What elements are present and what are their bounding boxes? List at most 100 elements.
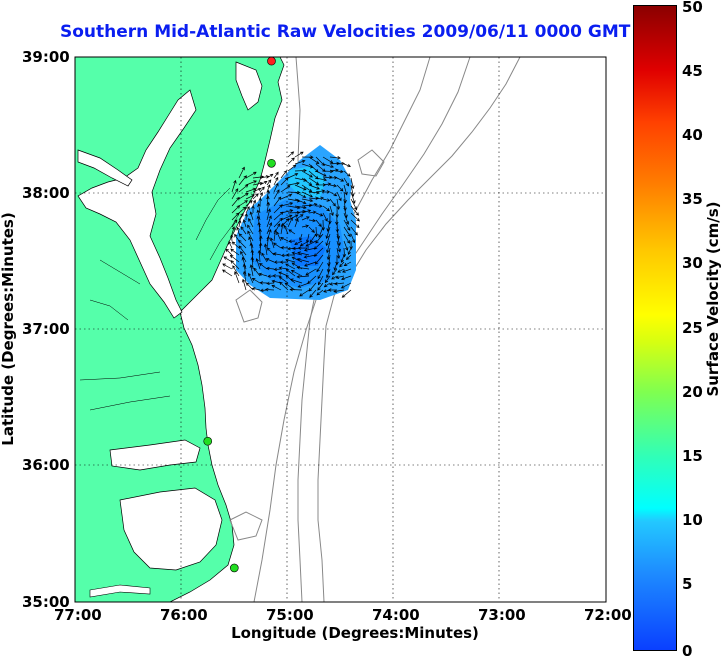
velocity-arrow [326,268,331,279]
velocity-arrow [225,248,233,256]
velocity-arrow [238,219,242,228]
velocity-arrow [350,219,360,229]
velocity-arrow [223,256,233,263]
velocity-arrow [317,275,324,286]
velocity-arrow [337,268,345,273]
velocity-arrow [350,226,358,236]
velocity-arrow [273,196,282,207]
velocity-arrow [339,261,345,268]
velocity-arrow [285,263,296,270]
velocity-arrow [242,270,247,284]
velocity-arrow [259,281,268,285]
velocity-arrow [222,263,233,270]
colorbar-tick: 15 [682,447,703,465]
velocity-arrow [230,248,240,256]
velocity-arrow [273,267,282,272]
velocity-arrow [273,217,283,228]
bathymetry-contours [229,56,521,603]
velocity-arrow [259,235,263,249]
velocity-arrow [238,184,249,193]
velocity-arrow [329,168,339,172]
velocity-arrow [252,199,257,207]
velocity-arrow [308,177,320,185]
velocity-arrow [280,193,293,200]
velocity-arrow [231,219,238,228]
map-title: Southern Mid-Atlantic Raw Velocities 200… [60,22,631,42]
river-inlet [89,584,151,598]
velocity-arrow [238,245,247,256]
velocity-arrow [322,182,332,186]
velocity-arrow [291,256,303,263]
colorbar-tick: 40 [682,126,703,144]
velocity-arrow [316,289,324,296]
velocity-arrow [336,247,341,260]
velocity-arrow [265,266,275,271]
velocity-arrow [343,177,350,187]
velocity-arrow [238,200,248,207]
velocity-arrow [266,208,271,221]
velocity-arrow [287,157,295,165]
velocity-arrow [326,240,331,254]
velocity-arrow [336,161,346,166]
velocity-arrow [288,229,296,235]
velocity-arrow [350,205,359,216]
albemarle-sound [109,439,201,471]
velocity-arrow [336,198,341,210]
velocity-arrow [315,170,327,177]
velocity-arrow [315,204,323,208]
velocity-arrow [266,201,271,214]
velocity-arrow [266,173,274,179]
velocity-arrow [242,219,247,228]
velocity-arrow [342,247,347,258]
velocity-arrow [296,257,310,263]
velocity-arrow [232,265,240,277]
velocity-arrow [303,261,317,267]
velocity-arrow [299,240,310,247]
velocity-arrow [287,164,297,172]
velocity-arrow [273,189,280,200]
velocity-arrow [287,151,295,158]
velocity-arrow [272,252,282,256]
colorbar-tick: 45 [682,62,703,80]
velocity-arrow [287,172,299,179]
velocity-arrow [273,176,279,186]
velocity-arrow [244,212,248,221]
velocity-arrow [343,261,352,266]
velocity-arrow [238,212,244,221]
velocity-arrow [322,169,334,174]
y-tick-label: 39:00 [22,48,70,66]
velocity-arrow [241,278,247,291]
velocity-arrow [230,260,240,270]
velocity-arrow [301,198,314,203]
velocity-arrow [297,282,310,288]
velocity-arrow [322,205,330,212]
radar-stations [203,56,276,573]
velocity-arrow [229,234,234,242]
velocity-arrow [329,176,338,180]
station-marker [230,563,239,573]
velocity-arrow [255,258,261,270]
velocity-arrow [294,168,307,173]
colorbar-tick: 20 [682,383,703,401]
velocity-arrow [231,226,236,235]
x-tick-label: 74:00 [372,606,420,624]
velocity-arrow [322,212,328,222]
velocity-arrow [238,206,247,214]
velocity-arrow [279,281,289,291]
velocity-arrow [266,281,275,286]
velocity-arrow [253,267,261,277]
velocity-arrow [309,289,317,298]
velocity-arrow [229,254,240,263]
velocity-arrow [280,214,293,221]
velocity-arrow [303,247,317,252]
velocity-arrow [251,205,255,214]
velocity-arrow [245,187,257,193]
x-tick-label: 77:00 [54,606,102,624]
velocity-arrow [280,222,285,235]
velocity-arrow [340,254,345,263]
velocity-arrow [272,274,282,278]
colorbar-tick: 10 [682,511,703,529]
velocity-arrow [294,218,299,228]
x-tick-label: 75:00 [266,606,314,624]
